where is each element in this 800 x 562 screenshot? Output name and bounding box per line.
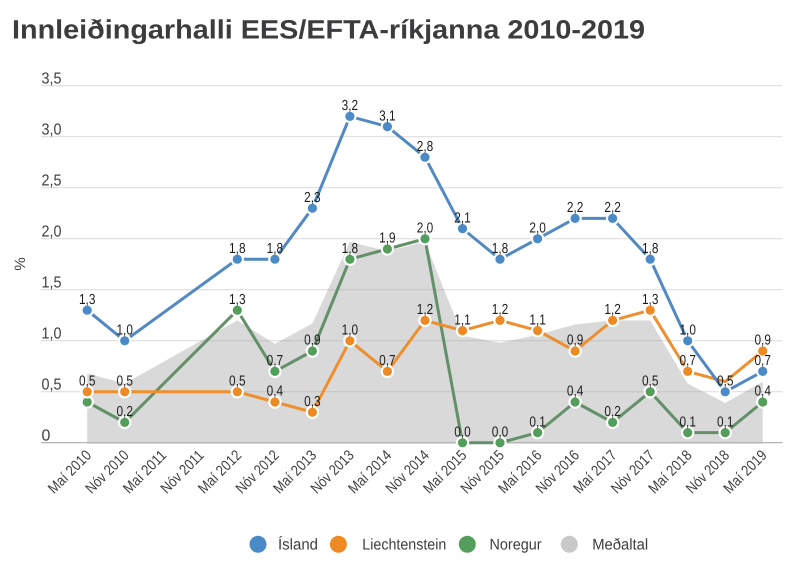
svg-text:1,0: 1,0: [116, 323, 133, 339]
svg-text:0,7: 0,7: [679, 353, 696, 369]
svg-text:Liechtenstein: Liechtenstein: [362, 536, 446, 553]
svg-text:1,3: 1,3: [79, 292, 96, 308]
svg-text:1,2: 1,2: [604, 302, 621, 318]
svg-text:1,3: 1,3: [642, 292, 659, 308]
svg-text:2,2: 2,2: [567, 200, 584, 216]
svg-text:0,1: 0,1: [717, 414, 734, 430]
svg-text:3,0: 3,0: [42, 121, 62, 138]
svg-text:0,1: 0,1: [529, 414, 546, 430]
svg-text:3,1: 3,1: [379, 108, 396, 124]
svg-text:0,3: 0,3: [304, 394, 321, 410]
svg-text:1,8: 1,8: [342, 241, 359, 257]
svg-text:1,8: 1,8: [229, 241, 246, 257]
svg-text:0,4: 0,4: [754, 384, 771, 400]
svg-text:1,1: 1,1: [454, 312, 471, 328]
svg-text:0,5: 0,5: [116, 374, 133, 390]
svg-text:1,8: 1,8: [492, 241, 509, 257]
svg-text:1,8: 1,8: [642, 241, 659, 257]
svg-text:1,0: 1,0: [42, 325, 62, 342]
svg-text:1,2: 1,2: [492, 302, 509, 318]
svg-text:2,0: 2,0: [529, 221, 546, 237]
svg-text:0,4: 0,4: [567, 384, 584, 400]
svg-text:Ísland: Ísland: [278, 535, 318, 553]
svg-text:0,9: 0,9: [567, 333, 584, 349]
svg-text:0,9: 0,9: [304, 333, 321, 349]
svg-text:0,5: 0,5: [229, 374, 246, 390]
svg-text:2,8: 2,8: [417, 139, 434, 155]
svg-text:0,7: 0,7: [379, 353, 396, 369]
svg-text:0,5: 0,5: [42, 376, 62, 393]
svg-text:2,1: 2,1: [454, 210, 471, 226]
svg-text:3,2: 3,2: [342, 98, 359, 114]
svg-text:0,5: 0,5: [79, 374, 96, 390]
svg-text:0,7: 0,7: [267, 353, 284, 369]
svg-text:2,0: 2,0: [417, 221, 434, 237]
svg-text:0,5: 0,5: [717, 374, 734, 390]
svg-text:1,0: 1,0: [679, 323, 696, 339]
svg-text:0,7: 0,7: [754, 353, 771, 369]
svg-text:1,1: 1,1: [529, 312, 546, 328]
svg-text:2,5: 2,5: [42, 172, 62, 189]
svg-text:2,3: 2,3: [304, 190, 321, 206]
svg-text:0,1: 0,1: [679, 414, 696, 430]
svg-text:0,4: 0,4: [267, 384, 284, 400]
svg-text:Meðaltal: Meðaltal: [592, 536, 648, 553]
svg-text:0,9: 0,9: [754, 333, 771, 349]
svg-text:0,5: 0,5: [642, 374, 659, 390]
svg-text:0,2: 0,2: [604, 404, 621, 420]
svg-text:0,0: 0,0: [454, 425, 471, 441]
svg-text:Noregur: Noregur: [490, 536, 542, 553]
svg-text:1,0: 1,0: [342, 323, 359, 339]
svg-text:%: %: [12, 257, 29, 270]
svg-text:0: 0: [42, 427, 51, 444]
svg-text:1,2: 1,2: [417, 302, 434, 318]
svg-text:0,2: 0,2: [116, 404, 133, 420]
svg-text:1,8: 1,8: [267, 241, 284, 257]
svg-text:3,5: 3,5: [42, 70, 62, 87]
svg-text:Innleiðingarhalli EES/EFTA-rík: Innleiðingarhalli EES/EFTA-ríkjanna 2010…: [12, 15, 645, 45]
svg-text:1,5: 1,5: [42, 274, 62, 291]
svg-text:2,2: 2,2: [604, 200, 621, 216]
svg-text:0,0: 0,0: [492, 425, 509, 441]
svg-text:1,9: 1,9: [379, 231, 396, 247]
svg-text:2,0: 2,0: [42, 223, 62, 240]
svg-text:1,3: 1,3: [229, 292, 246, 308]
